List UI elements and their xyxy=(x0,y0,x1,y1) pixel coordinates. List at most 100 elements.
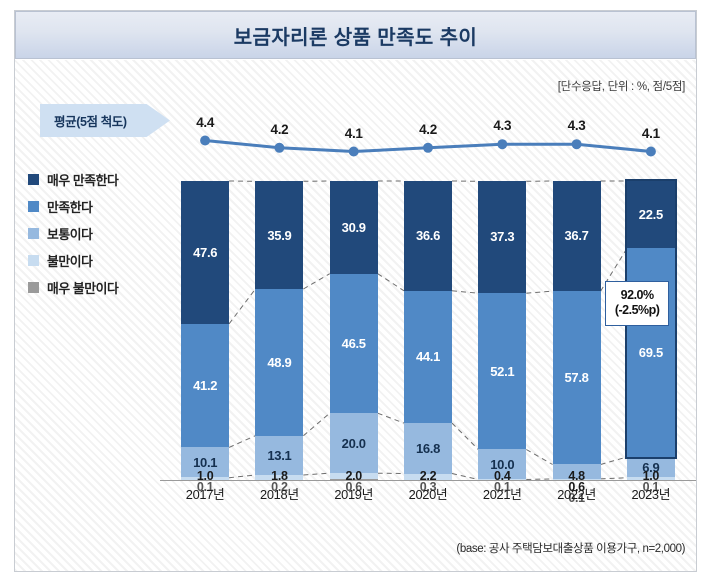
bar-segment-value: 30.9 xyxy=(341,219,366,235)
bar-segment-value-outside: 0.3 xyxy=(419,480,437,494)
legend-swatch-very-satisfied xyxy=(28,174,39,185)
bar-segment-value-outside: 1.8 xyxy=(271,469,288,483)
bar-segment xyxy=(626,477,675,481)
bar-column: 30.9 46.5 20.0 xyxy=(329,181,378,481)
legend-swatch-very-dissatisfied xyxy=(28,282,39,293)
bar-segment: 36.6 xyxy=(404,181,452,291)
callout-line-2: (-2.5%p) xyxy=(614,303,660,318)
bar-segment-value: 47.6 xyxy=(193,244,218,260)
bar-segment xyxy=(329,473,378,480)
legend-item-very-satisfied: 매우 만족한다 xyxy=(28,166,178,193)
bar-segment-value-outside: 1.0 xyxy=(642,469,660,483)
legend-label-satisfied: 만족한다 xyxy=(47,200,93,215)
legend-label-dissatisfied: 불만이다 xyxy=(47,254,93,269)
bar-segment-value: 16.8 xyxy=(415,440,441,456)
bar-segment-value-outside: 0.1 xyxy=(568,491,585,505)
bar-segment: 44.1 xyxy=(404,290,452,424)
bar-segment-value: 22.5 xyxy=(638,206,663,222)
bar-column: 37.3 52.1 10.0 xyxy=(478,181,527,481)
average-value-label: 4.2 xyxy=(270,121,289,137)
bar-segment-value: 10.0 xyxy=(490,456,515,472)
bar-segment-value: 35.9 xyxy=(267,227,292,243)
page-title: 보금자리론 상품 만족도 추이 xyxy=(233,26,478,49)
legend-swatch-neutral xyxy=(28,228,39,239)
bar-segment-value: 20.0 xyxy=(341,435,366,451)
bar-segment-value-outside: 2.0 xyxy=(345,469,362,483)
bar-segment: 30.9 xyxy=(329,181,378,274)
bar-segment-value: 46.5 xyxy=(341,335,366,351)
bar-segment: 6.9 xyxy=(626,456,675,478)
bar-segment-value: 13.1 xyxy=(267,447,292,463)
bar-segment-value: 69.5 xyxy=(638,344,663,360)
average-value-label: 4.4 xyxy=(196,114,215,130)
bar-segment: 47.6 xyxy=(181,180,230,324)
bar-segment xyxy=(478,479,527,481)
average-value-label: 4.1 xyxy=(344,125,363,141)
x-axis-label: 2022년 xyxy=(557,487,596,502)
bar-segment-value: 52.1 xyxy=(490,363,515,379)
x-axis-line xyxy=(160,480,696,481)
bar-segment-value-outside: 0.2 xyxy=(271,480,288,494)
x-axis-label: 2020년 xyxy=(408,487,448,502)
bar-segment: 48.9 xyxy=(255,289,304,436)
bar-segment xyxy=(255,475,304,481)
bar-segment: 13.1 xyxy=(255,435,304,476)
legend-swatch-satisfied xyxy=(28,201,39,212)
legend-item-dissatisfied: 불만이다 xyxy=(28,247,178,274)
legend-item-very-dissatisfied: 매우 불만이다 xyxy=(28,274,178,301)
callout-2023: 92.0% (-2.5%p) xyxy=(604,280,670,326)
average-point xyxy=(497,139,508,150)
bar-segment-value-outside: 4.8 xyxy=(568,469,585,483)
legend: 매우 만족한다 만족한다 보통이다 불만이다 매우 불만이다 xyxy=(28,166,178,301)
bar-segment-value: 41.2 xyxy=(193,377,218,393)
bar-segment xyxy=(404,473,452,481)
x-axis-label: 2021년 xyxy=(482,487,522,502)
footnote: (base: 공사 주택담보대출상품 이용가구, n=2,000) xyxy=(456,543,685,555)
bar-segment-value-outside: 0.6 xyxy=(345,480,362,494)
legend-label-very-dissatisfied: 매우 불만이다 xyxy=(47,281,119,296)
bar-segment xyxy=(181,477,230,481)
bar-segment xyxy=(552,478,601,481)
bar-segment-value: 36.7 xyxy=(564,228,589,244)
bar-segment-value: 48.9 xyxy=(267,354,292,370)
average-value-label: 4.3 xyxy=(567,118,586,134)
average-scale-badge: 평균(5점 척도) xyxy=(40,104,170,137)
bar-segment: 16.8 xyxy=(404,423,452,474)
bar-segment-value-outside: 0.1 xyxy=(494,480,511,494)
bar-segment-value: 36.6 xyxy=(415,228,441,244)
bar-segment-value-outside: 0.6 xyxy=(568,480,585,494)
bar-segment-value-outside: 0.1 xyxy=(196,480,214,494)
callout-line-1: 92.0% xyxy=(620,287,654,302)
average-value-label: 4.1 xyxy=(641,125,660,141)
average-point xyxy=(274,142,285,153)
average-point xyxy=(423,142,433,153)
average-line-chart xyxy=(200,135,656,157)
bar-segment: 69.5 xyxy=(626,248,675,457)
bar-segment-value: 57.8 xyxy=(564,370,589,386)
bar-segment: 22.5 xyxy=(626,180,675,249)
bar-segment-value-outside: 1.0 xyxy=(196,469,214,483)
bar-segment-value: 10.1 xyxy=(193,454,218,470)
average-point xyxy=(348,146,359,157)
x-axis-label: 2019년 xyxy=(334,487,374,502)
legend-label-very-satisfied: 매우 만족한다 xyxy=(47,173,119,188)
average-point xyxy=(200,135,211,146)
bar-column: 36.6 44.1 16.8 xyxy=(404,181,452,481)
chart-title-bar: 보금자리론 상품 만족도 추이 xyxy=(15,11,696,59)
bar-segment: 10.1 xyxy=(181,447,230,478)
bar-segment xyxy=(552,464,601,479)
bar-segment-value-outside: 0.1 xyxy=(642,480,660,494)
bar-segment-value: 37.3 xyxy=(490,229,515,245)
legend-swatch-dissatisfied xyxy=(28,255,39,266)
bar-segment-value-outside: 2.2 xyxy=(419,469,437,483)
legend-label-neutral: 보통이다 xyxy=(47,227,93,242)
bar-segment-value-outside: 0.4 xyxy=(494,469,511,483)
plot-area: 47.6 41.2 10.1 35.9 48.9 13.1 30.9 46.5 20.0 36.6… xyxy=(160,95,696,505)
bar-column: 35.9 48.9 13.1 xyxy=(255,181,304,481)
bar-segment: 52.1 xyxy=(478,292,527,450)
bar-column: 47.6 41.2 10.1 xyxy=(181,180,230,481)
x-axis-label: 2018년 xyxy=(260,487,299,502)
legend-item-satisfied: 만족한다 xyxy=(28,193,178,220)
average-value-label: 4.2 xyxy=(419,121,437,137)
